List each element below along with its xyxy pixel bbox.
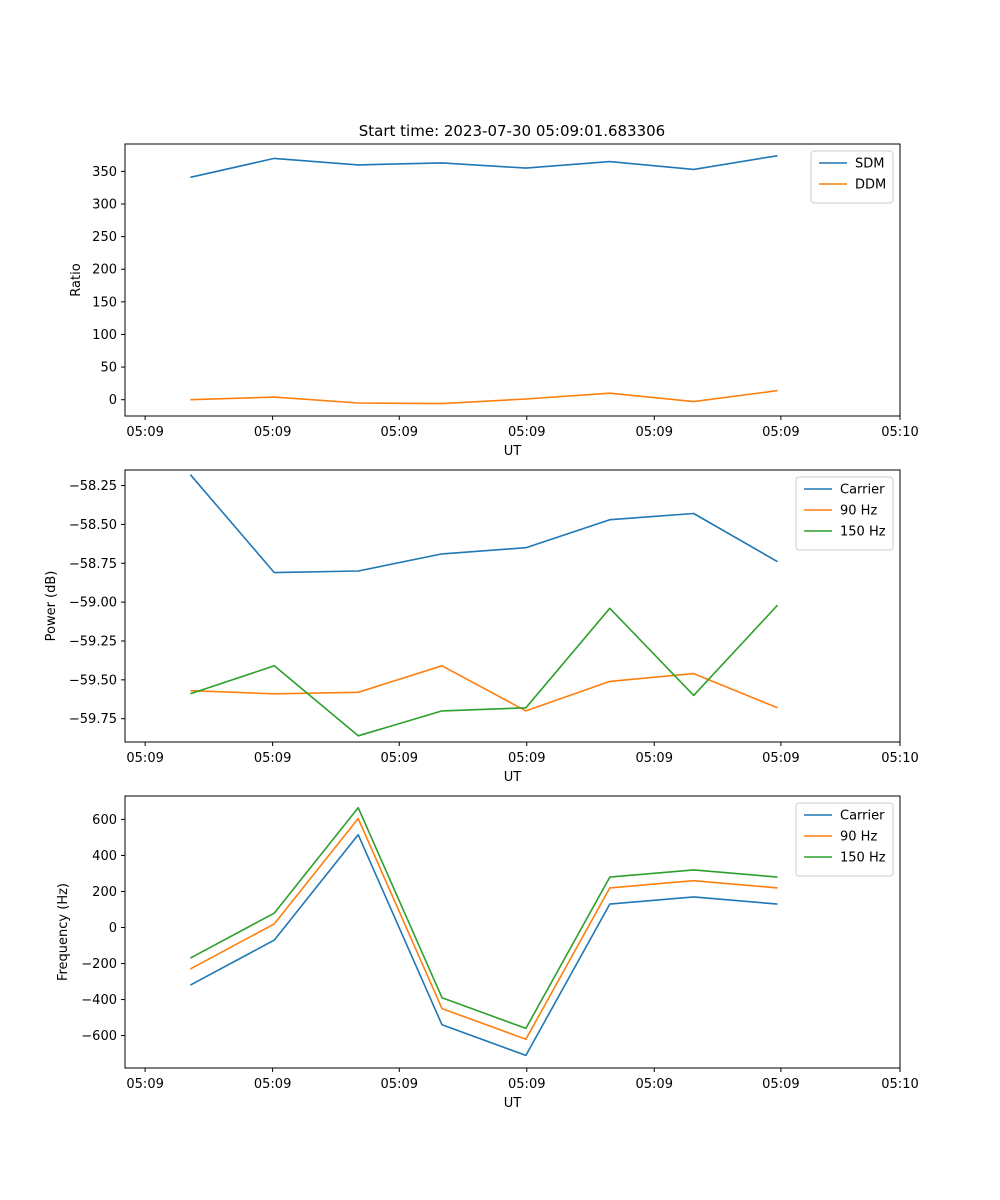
y-tick-label: 200 (92, 263, 117, 278)
legend-label: Carrier (840, 483, 885, 498)
x-axis-label: UT (504, 770, 522, 785)
x-tick-label: 05:09 (636, 425, 673, 440)
y-tick-label: −59.25 (69, 634, 117, 649)
y-tick-label: 400 (92, 849, 117, 864)
y-tick-label: 150 (92, 295, 117, 310)
series-line-90-hz (190, 817, 778, 1040)
chart-panel-1: 0 50 100 150 200 250 300 350 05:09 05:09 05:09 05:0… (69, 143, 919, 459)
y-tick-label: −600 (81, 1029, 117, 1044)
legend-label: Carrier (840, 809, 885, 824)
x-tick-label: 05:10 (881, 751, 918, 766)
x-tick-label: 05:10 (881, 1077, 918, 1092)
series-line-sdm (190, 154, 778, 179)
x-tick-label: 05:09 (762, 425, 799, 440)
legend: SDM DDM (810, 150, 894, 204)
x-axis-label: UT (504, 1096, 522, 1111)
y-tick-label: 0 (109, 921, 117, 936)
x-tick-label: 05:09 (762, 1077, 799, 1092)
legend-label: 150 Hz (840, 851, 886, 866)
legend-label: DDM (855, 178, 886, 193)
plot-area-frame (124, 469, 901, 743)
y-tick-label: 250 (92, 230, 117, 245)
series-line-150-hz (190, 604, 779, 737)
x-tick-label: 05:09 (508, 751, 545, 766)
x-tick-label: 05:09 (636, 1077, 673, 1092)
legend: Carrier 90 Hz 150 Hz (795, 476, 894, 551)
chart-panel-3: −600 −400 −200 0 200 400 600 05:09 05:09 05:09 05:… (56, 795, 919, 1111)
y-tick-label: −59.50 (69, 673, 117, 688)
y-tick-label: −59.00 (69, 596, 117, 611)
series-line-carrier (189, 474, 778, 574)
x-tick-label: 05:09 (254, 751, 291, 766)
y-tick-label: 50 (100, 361, 117, 376)
x-tick-label: 05:09 (508, 425, 545, 440)
x-tick-label: 05:09 (254, 425, 291, 440)
y-tick-label: −400 (81, 993, 117, 1008)
y-tick-label: −200 (81, 957, 117, 972)
x-tick-label: 05:09 (762, 751, 799, 766)
y-axis-label: Ratio (69, 263, 84, 296)
legend-label: 90 Hz (840, 504, 877, 519)
x-tick-label: 05:09 (254, 1077, 291, 1092)
legend-label: 150 Hz (840, 525, 886, 540)
y-tick-label: −58.25 (69, 479, 117, 494)
legend: Carrier 90 Hz 150 Hz (795, 802, 894, 877)
chart-panels: 0 50 100 150 200 250 300 350 05:09 05:09 05:09 05:0… (44, 143, 919, 1111)
legend-box (810, 150, 894, 204)
x-tick-label: 05:09 (126, 1077, 163, 1092)
y-tick-label: 350 (92, 165, 117, 180)
x-tick-label: 05:09 (636, 751, 673, 766)
figure-title: Start time: 2023-07-30 05:09:01.683306 (359, 122, 665, 140)
series-line-150-hz (190, 806, 778, 1030)
y-tick-label: −58.50 (69, 518, 117, 533)
x-tick-label: 05:09 (508, 1077, 545, 1092)
y-tick-label: −58.75 (69, 557, 117, 572)
y-tick-label: −59.75 (69, 712, 117, 727)
y-axis-label: Power (dB) (44, 571, 59, 642)
series-line-ddm (190, 389, 778, 405)
series-line-90-hz (190, 664, 778, 712)
chart-panel-2: −59.75 −59.50 −59.25 −59.00 −58.75 −58.50 −58.… (44, 469, 919, 785)
plot-area-frame (124, 143, 901, 417)
x-tick-label: 05:09 (126, 751, 163, 766)
x-tick-label: 05:09 (381, 425, 418, 440)
legend-label: 90 Hz (840, 830, 877, 845)
x-tick-label: 05:10 (881, 425, 918, 440)
y-axis-label: Frequency (Hz) (56, 883, 71, 981)
series-line-carrier (190, 833, 778, 1057)
plot-area-frame (124, 795, 901, 1069)
y-tick-label: 300 (92, 198, 117, 213)
x-tick-label: 05:09 (381, 751, 418, 766)
y-tick-label: 100 (92, 328, 117, 343)
x-axis-label: UT (504, 444, 522, 459)
y-tick-label: 600 (92, 813, 117, 828)
x-tick-label: 05:09 (381, 1077, 418, 1092)
legend-label: SDM (855, 157, 884, 172)
y-tick-label: 0 (109, 393, 117, 408)
y-tick-label: 200 (92, 885, 117, 900)
x-tick-label: 05:09 (126, 425, 163, 440)
